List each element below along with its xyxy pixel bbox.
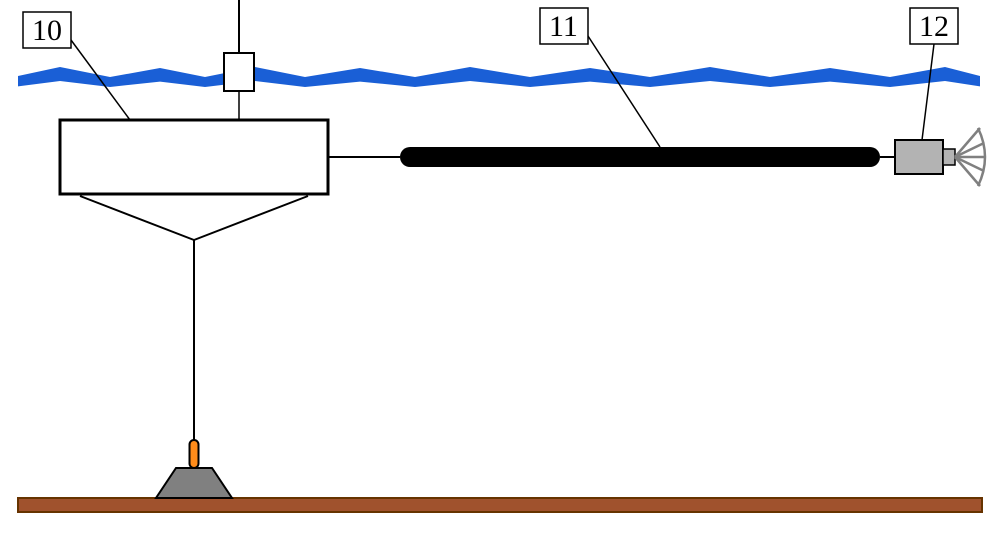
bridle-left [80,196,194,240]
tail-unit-body [895,140,943,174]
tail-fan-spoke [955,143,984,157]
anchor-weight [156,468,232,498]
callout-label: 11 [549,10,578,43]
tail-fan-spoke [955,128,980,157]
callout-label: 12 [919,10,949,43]
callout-leader [922,44,934,140]
seabed [18,498,982,512]
bridle-right [194,196,308,240]
mooring-link [190,440,199,468]
towed-array [400,147,880,167]
callout-leader [588,36,660,147]
tail-fan-spoke [955,157,984,171]
subsurface-buoy-body [60,120,328,194]
surface-float [224,53,254,91]
callout-label: 10 [32,14,62,47]
tail-unit-nub [943,149,955,165]
water-surface [18,67,980,87]
tail-fan-spoke [955,157,980,186]
